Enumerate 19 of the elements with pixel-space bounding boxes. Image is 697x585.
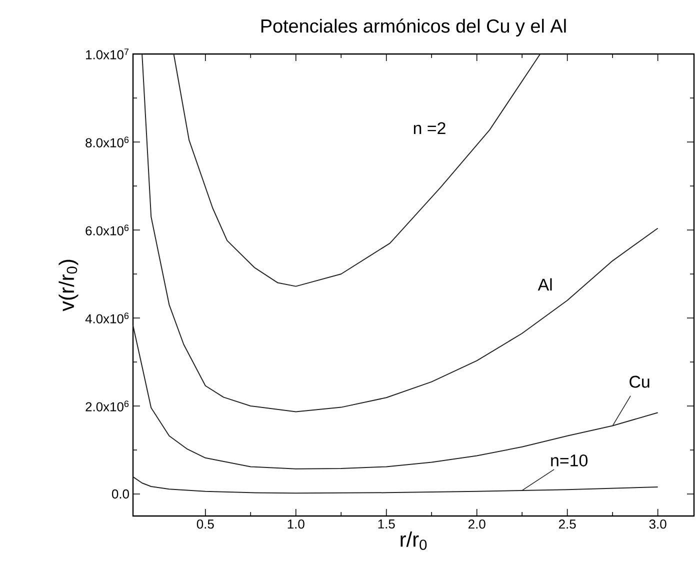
y-axis-title: v(r/r$_{0}$) <box>58 260 78 312</box>
x-axis-title: r/r$_{0}$ <box>400 532 427 550</box>
series-label: n =2 <box>414 122 446 134</box>
y-tick-label: 1.0x10$^{7}$ <box>86 48 129 60</box>
series-label: Al <box>538 278 552 291</box>
x-tick-label: 2.0 <box>468 520 486 529</box>
x-tick-label: 1.0 <box>288 520 304 529</box>
x-tick-label: 3.0 <box>649 520 666 529</box>
y-tick-label: 6.0x10$^{6}$ <box>86 224 129 236</box>
series-label: Cu <box>630 376 650 388</box>
y-tick-label: 8.0x10$^{6}$ <box>86 136 129 148</box>
chart-title: Potenciales armónicos del Cu y el Al <box>261 18 566 36</box>
y-tick-label: 0.0 <box>112 489 129 499</box>
y-tick-label: 4.0x10$^{6}$ <box>85 312 129 324</box>
y-tick-label: 2.0x10$^{6}$ <box>86 400 129 412</box>
series-label: n=10 <box>551 454 588 466</box>
x-tick-label: 1.5 <box>378 520 395 529</box>
x-tick-label: 2.5 <box>558 520 576 529</box>
x-tick-label: 0.5 <box>196 520 214 529</box>
